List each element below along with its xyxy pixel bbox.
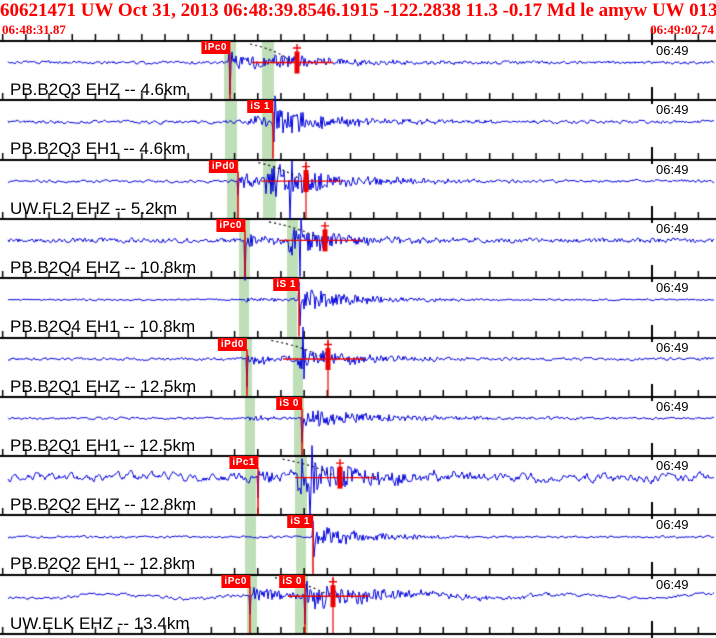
phase-pick-flag[interactable]: iS 1 [247,100,273,113]
channel-label: PB.B2Q4 EH1 -- 10.8km [10,317,196,336]
channel-label: PB.B2Q1 EH1 -- 12.5km [10,436,196,455]
trace-row: 06:49 PB.B2Q3 EH1 -- 4.6km iS 1 [0,100,716,159]
channel-label: PB.B2Q3 EH1 -- 4.6km [10,139,186,158]
channel-label: PB.B2Q4 EHZ -- 10.8km [10,258,197,277]
phase-pick-flag[interactable]: iPc0 [201,41,230,54]
phase-pick-flag[interactable]: iS 1 [273,278,299,291]
minute-time-label: 06:49 [656,221,689,236]
minute-time-label: 06:49 [656,340,689,355]
channel-label: UW.ELK EHZ -- 13.4km [10,614,190,633]
phase-pick-flag[interactable]: iPd0 [208,160,238,173]
channel-label: UW.FL2 EHZ -- 5.2km [10,199,178,218]
time-window-bar: 06:48:31.87 06:49:02.74 [2,22,714,37]
event-id-origin: 60621471 UW Oct 31, 2013 06:48:39.85 [0,0,317,21]
minute-time-label: 06:49 [656,102,689,117]
window-end-time: 06:49:02.74 [650,22,714,37]
trace-row: 06:49 PB.B2Q3 EHZ -- 4.6km iPc0 [0,41,716,100]
trace-row: 06:49 PB.B2Q2 EH1 -- 12.8km iS 1 [0,515,716,574]
trace-row: 06:49 PB.B2Q4 EHZ -- 10.8km iPc0 [0,219,716,278]
phase-pick-flag[interactable]: iPc1 [229,456,258,469]
minute-time-label: 06:49 [656,43,689,58]
trace-row: 06:49 UW.ELK EHZ -- 13.4km iPc0 iS 0 [0,575,716,634]
event-version: 3 [708,0,716,21]
minute-time-label: 06:49 [656,162,689,177]
trace-row: 06:49 UW.FL2 EHZ -- 5.2km iPd0 [0,160,716,219]
trace-row: 06:49 PB.B2Q2 EHZ -- 12.8km iPc1 [0,456,716,515]
event-header: 60621471 UW Oct 31, 2013 06:48:39.85 46.… [0,0,716,22]
phase-pick-flag[interactable]: iPd0 [217,338,247,351]
trace-row: 06:49 PB.B2Q1 EH1 -- 12.5km iS 0 [0,397,716,456]
channel-label: PB.B2Q2 EH1 -- 12.8km [10,554,196,573]
phase-pick-flag[interactable]: iS 0 [276,397,302,410]
minute-time-label: 06:49 [656,577,689,592]
phase-pick-flag[interactable]: iS 0 [279,575,305,588]
channel-label: PB.B2Q1 EHZ -- 12.5km [10,377,197,396]
event-location-magnitude: 46.1915 -122.2838 11.3 -0.17 Md le amyw … [316,0,709,21]
phase-pick-flag[interactable]: iPc0 [221,575,250,588]
phase-pick-flag[interactable]: iPc0 [216,219,245,232]
trace-row: 06:49 PB.B2Q4 EH1 -- 10.8km iS 1 [0,278,716,337]
channel-label: PB.B2Q3 EHZ -- 4.6km [10,80,187,99]
window-start-time: 06:48:31.87 [2,22,66,37]
phase-pick-flag[interactable]: iS 1 [287,515,313,528]
channel-label: PB.B2Q2 EHZ -- 12.8km [10,495,197,514]
minute-time-label: 06:49 [656,399,689,414]
minute-time-label: 06:49 [656,517,689,532]
minute-time-label: 06:49 [656,280,689,295]
trace-row: 06:49 PB.B2Q1 EHZ -- 12.5km iPd0 [0,338,716,397]
minute-time-label: 06:49 [656,458,689,473]
